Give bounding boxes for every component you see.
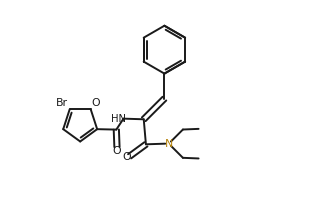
Text: N: N	[165, 139, 173, 149]
Text: Br: Br	[56, 98, 68, 108]
Text: O: O	[92, 98, 100, 108]
Text: HN: HN	[111, 114, 126, 124]
Text: O: O	[113, 146, 121, 156]
Text: O: O	[122, 152, 131, 162]
